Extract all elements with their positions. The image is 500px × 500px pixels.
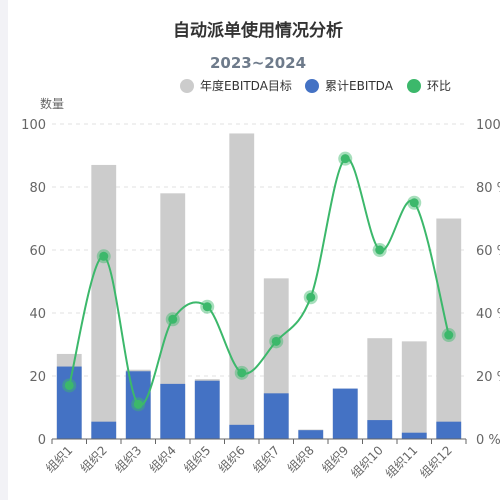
point-mom <box>202 302 212 312</box>
y-tick-label: 0 <box>38 433 46 448</box>
bar-cumulative <box>194 380 220 439</box>
point-mom <box>375 245 385 255</box>
bar-cumulative <box>91 421 117 439</box>
legend-item-target[interactable]: 年度EBITDA目标 <box>180 77 292 95</box>
bar-cumulative <box>160 383 186 439</box>
x-tick-label: 组织3 <box>112 443 144 475</box>
x-tick-label: 组织11 <box>383 443 421 481</box>
x-tick-label: 组织7 <box>250 443 282 475</box>
left-edge-strip <box>0 0 8 500</box>
point-mom <box>340 154 350 164</box>
bar-cumulative <box>56 366 82 439</box>
y-axis-name: 数量 <box>40 97 65 111</box>
y-tick-label: 100 <box>21 118 46 133</box>
bar-cumulative <box>401 432 427 439</box>
point-mom <box>237 368 247 378</box>
y2-tick-label: 80 % <box>476 181 500 196</box>
legend-swatch-mom <box>407 78 421 93</box>
x-tick-label: 组织1 <box>43 443 75 475</box>
bar-target <box>401 341 427 439</box>
bar-cumulative <box>332 388 358 439</box>
y2-tick-label: 40 % <box>476 307 500 322</box>
point-mom <box>306 292 316 302</box>
chart-title: 自动派单使用情况分析 <box>173 21 343 41</box>
chart-subtitle: 2023~2024 <box>209 54 307 72</box>
legend-swatch-cumulative <box>305 78 319 93</box>
point-mom <box>99 251 109 261</box>
legend-label-cumulative: 累计EBITDA <box>325 79 393 93</box>
x-tick-label: 组织6 <box>216 443 248 475</box>
legend-item-mom[interactable]: 环比 <box>407 77 451 95</box>
legend-label-target: 年度EBITDA目标 <box>200 79 292 93</box>
y-tick-label: 40 <box>29 307 46 322</box>
legend-swatch-target <box>180 78 194 93</box>
line-mom <box>68 157 450 407</box>
x-tick-label: 组织5 <box>181 443 213 475</box>
y2-tick-label: 0 % <box>476 433 500 448</box>
y-tick-label: 20 <box>29 370 46 385</box>
y-tick-label: 60 <box>29 244 46 259</box>
bar-cumulative <box>367 420 393 439</box>
point-mom <box>409 198 419 208</box>
point-mom <box>271 336 281 346</box>
bar-target <box>436 218 462 439</box>
x-tick-label: 组织9 <box>319 443 351 475</box>
x-tick-label: 组织4 <box>147 443 179 475</box>
y2-tick-label: 20 % <box>476 370 500 385</box>
y-tick-label: 80 <box>29 181 46 196</box>
y2-tick-label: 100 % <box>476 118 500 133</box>
legend-label-mom: 环比 <box>427 79 452 93</box>
point-mom <box>133 399 143 409</box>
point-mom <box>168 314 178 324</box>
x-tick-label: 组织12 <box>417 443 455 481</box>
x-tick-label: 组织2 <box>78 443 110 475</box>
point-mom <box>444 330 454 340</box>
x-tick-label: 组织8 <box>285 443 317 475</box>
bar-cumulative <box>298 430 324 439</box>
bar-target <box>229 133 255 439</box>
legend-item-cumulative[interactable]: 累计EBITDA <box>305 77 393 95</box>
x-tick-label: 组织10 <box>348 443 386 481</box>
bar-cumulative <box>229 424 255 439</box>
bar-cumulative <box>263 393 289 439</box>
point-mom <box>64 380 74 390</box>
bar-target <box>91 164 117 439</box>
bar-cumulative <box>436 421 462 439</box>
y2-tick-label: 60 % <box>476 244 500 259</box>
